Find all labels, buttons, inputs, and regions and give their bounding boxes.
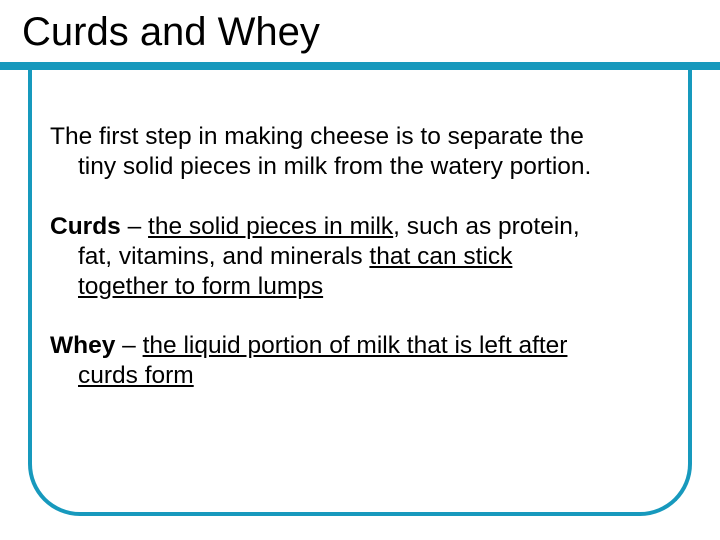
- curds-term: Curds: [50, 213, 121, 240]
- curds-paragraph: Curds – the solid pieces in milk, such a…: [50, 212, 678, 302]
- curds-sep: –: [121, 213, 148, 240]
- curds-p1: , such as protein,: [393, 213, 580, 240]
- intro-paragraph: The first step in making cheese is to se…: [50, 122, 678, 182]
- whey-term: Whey: [50, 332, 115, 359]
- curds-p2: fat, vitamins, and minerals: [78, 243, 369, 270]
- whey-sep: –: [115, 332, 142, 359]
- curds-u2: that can stick: [369, 243, 512, 270]
- slide: Curds and Whey The first step in making …: [0, 0, 720, 540]
- intro-line1: The first step in making cheese is to se…: [50, 123, 584, 150]
- intro-line2: tiny solid pieces in milk from the water…: [50, 152, 678, 182]
- whey-u1: the liquid portion of milk that is left …: [143, 332, 568, 359]
- slide-body: The first step in making cheese is to se…: [50, 122, 678, 421]
- curds-u1: the solid pieces in milk: [148, 213, 393, 240]
- whey-paragraph: Whey – the liquid portion of milk that i…: [50, 331, 678, 391]
- whey-u2: curds form: [78, 362, 194, 389]
- curds-u3: together to form lumps: [78, 273, 323, 300]
- slide-title: Curds and Whey: [22, 10, 326, 55]
